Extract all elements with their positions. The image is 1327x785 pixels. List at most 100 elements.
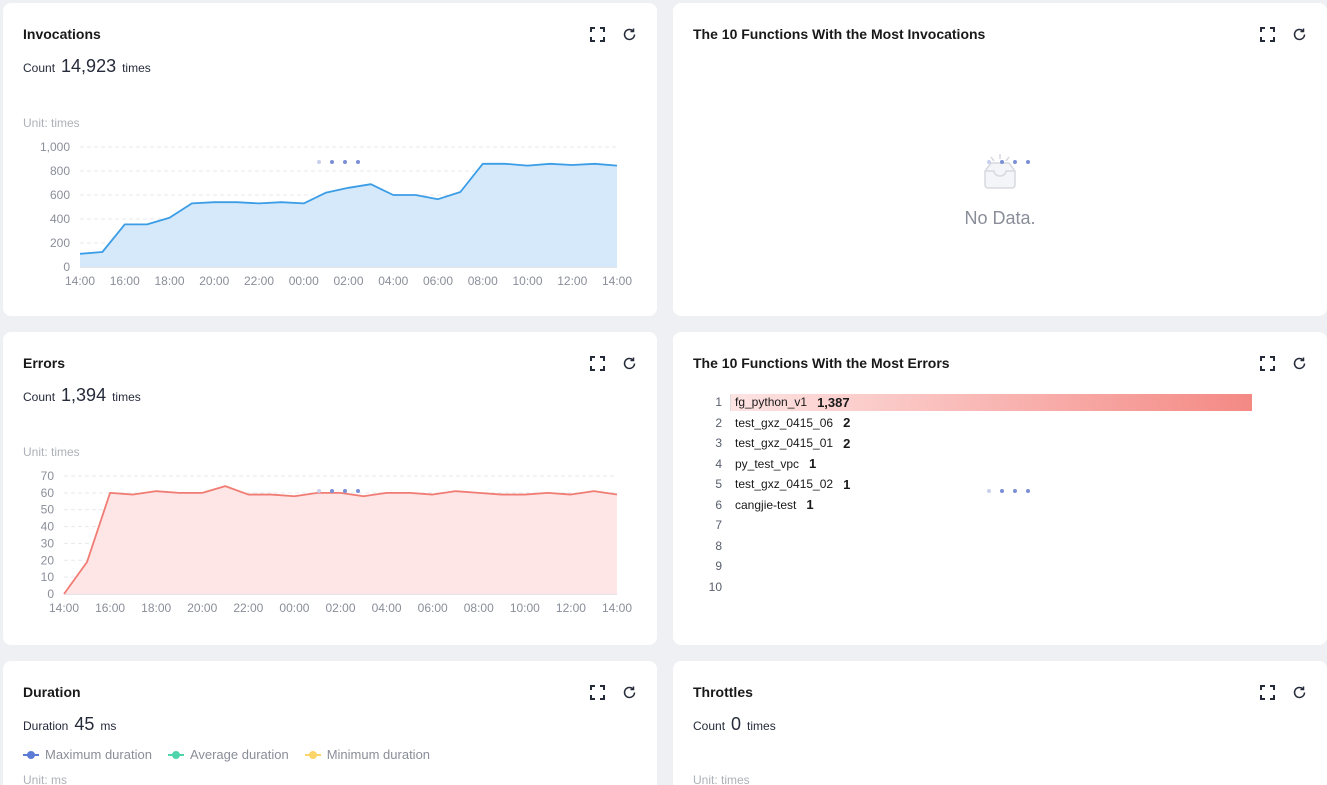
y-tick-label: 0 bbox=[63, 260, 70, 274]
invocations-count: Count 14,923 times bbox=[23, 56, 151, 77]
x-tick-label: 00:00 bbox=[289, 274, 319, 288]
throttles-card: Throttles Count 0 times Unit: times bbox=[673, 661, 1327, 785]
refresh-icon[interactable] bbox=[1292, 685, 1307, 700]
legend-marker bbox=[23, 750, 39, 759]
x-tick-label: 16:00 bbox=[95, 601, 125, 615]
legend-item-max[interactable]: Maximum duration bbox=[23, 747, 152, 762]
function-name: test_gxz_0415_06 bbox=[735, 415, 834, 430]
error-count: 1 bbox=[843, 476, 851, 492]
x-tick-label: 04:00 bbox=[378, 274, 408, 288]
no-data-text: No Data. bbox=[964, 208, 1036, 228]
unit-label: Unit: times bbox=[693, 773, 750, 785]
x-tick-label: 04:00 bbox=[372, 601, 402, 615]
x-tick-label: 14:00 bbox=[65, 274, 95, 288]
rank-number: 8 bbox=[715, 538, 722, 553]
rank-number: 7 bbox=[715, 518, 722, 533]
legend-item-min[interactable]: Minimum duration bbox=[304, 747, 431, 762]
legend-item-avg[interactable]: Average duration bbox=[167, 747, 289, 762]
count-unit: times bbox=[112, 390, 141, 404]
throttles-toolbar bbox=[1260, 685, 1307, 700]
x-tick-label: 22:00 bbox=[244, 274, 274, 288]
ranking-row[interactable]: 10 bbox=[703, 577, 1263, 598]
x-tick-label: 10:00 bbox=[512, 274, 542, 288]
y-tick-label: 0 bbox=[47, 587, 54, 601]
function-name: test_gxz_0415_02 bbox=[735, 477, 834, 492]
series-area bbox=[80, 163, 617, 267]
refresh-icon[interactable] bbox=[1292, 27, 1307, 42]
y-tick-label: 30 bbox=[41, 536, 55, 550]
x-tick-label: 14:00 bbox=[602, 274, 632, 288]
rank-number: 10 bbox=[708, 579, 722, 594]
rank-number: 1 bbox=[715, 395, 722, 410]
ranking-row[interactable]: 4 py_test_vpc 1 bbox=[703, 454, 1263, 475]
count-unit: times bbox=[122, 61, 151, 75]
x-tick-label: 20:00 bbox=[187, 601, 217, 615]
y-tick-label: 40 bbox=[41, 520, 55, 534]
top-invocations-title: The 10 Functions With the Most Invocatio… bbox=[693, 26, 986, 42]
fullscreen-icon[interactable] bbox=[1260, 356, 1275, 371]
ranking-row[interactable]: 2 test_gxz_0415_06 2 bbox=[703, 413, 1263, 434]
x-tick-label: 18:00 bbox=[154, 274, 184, 288]
y-tick-label: 1,000 bbox=[40, 140, 70, 154]
unit-label: Unit: times bbox=[23, 445, 80, 459]
duration-title: Duration bbox=[23, 684, 81, 700]
duration-count: Duration 45 ms bbox=[23, 714, 116, 735]
error-count: 1 bbox=[806, 497, 814, 513]
x-tick-label: 00:00 bbox=[279, 601, 309, 615]
series-area bbox=[64, 486, 617, 594]
invocations-title: Invocations bbox=[23, 26, 101, 42]
count-label: Duration bbox=[23, 719, 69, 733]
y-tick-label: 800 bbox=[50, 164, 70, 178]
invocations-card: Invocations Count 14,923 times Unit: tim… bbox=[3, 3, 657, 316]
invocations-toolbar bbox=[590, 27, 637, 42]
throttles-count: Count 0 times bbox=[693, 714, 776, 735]
ranking-row[interactable]: 3 test_gxz_0415_01 2 bbox=[703, 433, 1263, 454]
fullscreen-icon[interactable] bbox=[1260, 27, 1275, 42]
series-line bbox=[79, 162, 618, 255]
count-label: Count bbox=[23, 390, 56, 404]
x-tick-label: 02:00 bbox=[325, 601, 355, 615]
fullscreen-icon[interactable] bbox=[590, 685, 605, 700]
error-count: 1,387 bbox=[817, 394, 850, 410]
fullscreen-icon[interactable] bbox=[590, 27, 605, 42]
count-label: Count bbox=[23, 61, 56, 75]
refresh-icon[interactable] bbox=[622, 356, 637, 371]
function-name: test_gxz_0415_01 bbox=[735, 436, 834, 451]
top-errors-title: The 10 Functions With the Most Errors bbox=[693, 355, 950, 371]
rank-number: 5 bbox=[715, 477, 722, 492]
error-count: 1 bbox=[809, 456, 817, 472]
error-count: 2 bbox=[843, 415, 851, 431]
invocations-chart: 0 200 400 600 800 1,000 14:00 16:00 18:00 20:00 22… bbox=[40, 140, 632, 288]
throttles-title: Throttles bbox=[693, 684, 753, 700]
x-tick-label: 08:00 bbox=[464, 601, 494, 615]
ranking-row[interactable]: 8 bbox=[703, 536, 1263, 557]
duration-card: Duration Duration 45 ms Maximum duration… bbox=[3, 661, 657, 785]
refresh-icon[interactable] bbox=[622, 27, 637, 42]
count-value: 1,394 bbox=[61, 385, 107, 405]
ranking-row[interactable]: 6 cangjie-test 1 bbox=[703, 495, 1263, 516]
fullscreen-icon[interactable] bbox=[590, 356, 605, 371]
legend-label: Maximum duration bbox=[45, 747, 152, 762]
refresh-icon[interactable] bbox=[1292, 356, 1307, 371]
legend-label: Minimum duration bbox=[326, 747, 431, 762]
loading-dots bbox=[317, 160, 360, 164]
count-unit: ms bbox=[100, 719, 117, 733]
count-unit: times bbox=[747, 719, 776, 733]
function-name: py_test_vpc bbox=[735, 456, 800, 471]
x-tick-label: 14:00 bbox=[49, 601, 79, 615]
legend-label: Average duration bbox=[189, 747, 289, 762]
count-value: 0 bbox=[731, 714, 742, 734]
ranking-row[interactable]: 5 test_gxz_0415_02 1 bbox=[703, 474, 1263, 495]
count-value: 45 bbox=[74, 714, 95, 734]
ranking-row[interactable]: 7 bbox=[703, 515, 1263, 536]
x-tick-label: 06:00 bbox=[423, 274, 453, 288]
fullscreen-icon[interactable] bbox=[1260, 685, 1275, 700]
rank-number: 9 bbox=[715, 559, 722, 574]
function-name: fg_python_v1 bbox=[735, 395, 808, 410]
y-tick-label: 10 bbox=[41, 570, 55, 584]
refresh-icon[interactable] bbox=[622, 685, 637, 700]
ranking-row[interactable]: 1 fg_python_v1 1,387 bbox=[703, 392, 1263, 413]
x-tick-label: 12:00 bbox=[557, 274, 587, 288]
rank-number: 4 bbox=[715, 456, 722, 471]
ranking-row[interactable]: 9 bbox=[703, 556, 1263, 577]
